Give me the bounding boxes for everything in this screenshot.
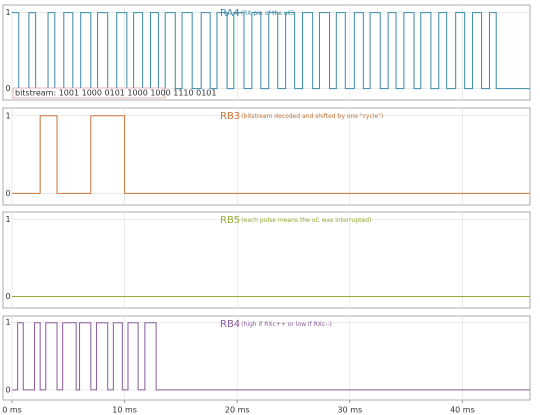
panel-subtitle: (RX pin of the uC) [241,10,295,17]
x-tick-label: 0 ms [2,406,22,415]
y-tick-label: 1 [5,215,10,224]
panel-subtitle: (bitstream decoded and shifted by one "c… [241,113,383,120]
panel-title-name: RB5 [220,215,240,226]
y-tick-label: 1 [5,8,10,17]
panel-frame [2,211,531,309]
panel-title: RB4(high if RXc++ or low if RXc--) [220,319,332,330]
signal-trace [12,322,530,391]
signal-trace [12,12,530,90]
panel-title-name: RA4 [220,8,240,19]
annotation-box [12,87,166,99]
panel-subtitle: (each pulse means the uC was interrupted… [241,217,371,224]
x-tick-label: 30 ms [337,406,362,415]
x-tick-label: 40 ms [450,406,475,415]
y-tick-label: 1 [5,318,10,327]
panel-subtitle: (high if RXc++ or low if RXc--) [241,321,332,328]
panel-title: RB5(each pulse means the uC was interrup… [220,215,371,226]
y-tick-label: 1 [5,111,10,120]
panel-title: RB3(bitstream decoded and shifted by one… [220,111,383,122]
y-tick-label: 0 [5,189,10,198]
panel-frame [2,4,531,101]
annotation: bitstream: 1001 1000 0101 1000 1000 1110… [15,89,216,98]
panel-frame [2,315,531,401]
panel-title-name: RB3 [220,111,240,122]
signal-trace [12,115,530,194]
panel-title: RA4(RX pin of the uC) [220,8,294,19]
x-tick-label: 20 ms [225,406,250,415]
x-tick-label: 10 ms [112,406,137,415]
panel-title-name: RB4 [220,319,240,330]
panel-frame [2,107,531,206]
y-tick-label: 0 [5,292,10,301]
y-tick-label: 0 [5,385,10,394]
y-tick-label: 0 [5,84,10,93]
